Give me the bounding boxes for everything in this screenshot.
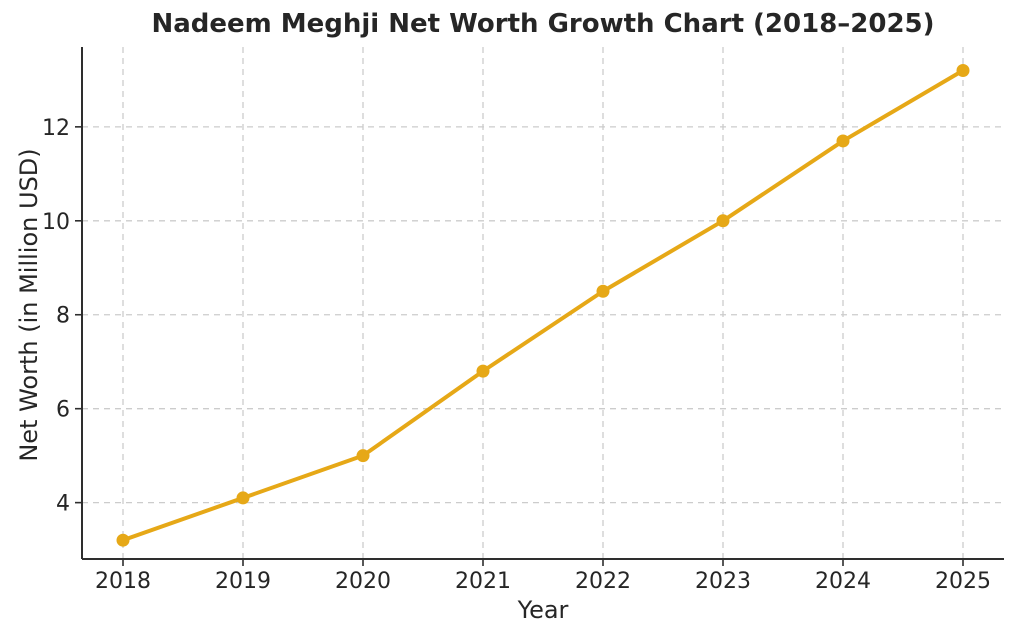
data-point [116, 533, 130, 547]
data-point [716, 214, 730, 228]
x-tick-label: 2019 [215, 569, 271, 594]
y-tick-label: 8 [56, 304, 70, 329]
y-tick-label: 12 [42, 116, 70, 141]
series-line [121, 68, 965, 543]
x-tick-label: 2023 [695, 569, 751, 594]
x-tick-label: 2024 [815, 569, 871, 594]
x-tick-label: 2020 [335, 569, 391, 594]
x-tick-label: 2018 [95, 569, 151, 594]
data-point [236, 491, 250, 505]
data-point [836, 134, 850, 148]
x-tick-label: 2025 [935, 569, 991, 594]
data-point [596, 284, 610, 298]
data-point [356, 449, 370, 463]
y-tick-label: 4 [56, 492, 70, 517]
x-axis-title: Year [517, 596, 569, 624]
y-tick-label: 6 [56, 398, 70, 423]
chart-title: Nadeem Meghji Net Worth Growth Chart (20… [151, 9, 935, 39]
data-point [476, 364, 490, 378]
x-tick-label: 2022 [575, 569, 631, 594]
y-tick-label: 10 [42, 210, 70, 235]
data-point [956, 63, 970, 77]
x-tick-label: 2021 [455, 569, 511, 594]
